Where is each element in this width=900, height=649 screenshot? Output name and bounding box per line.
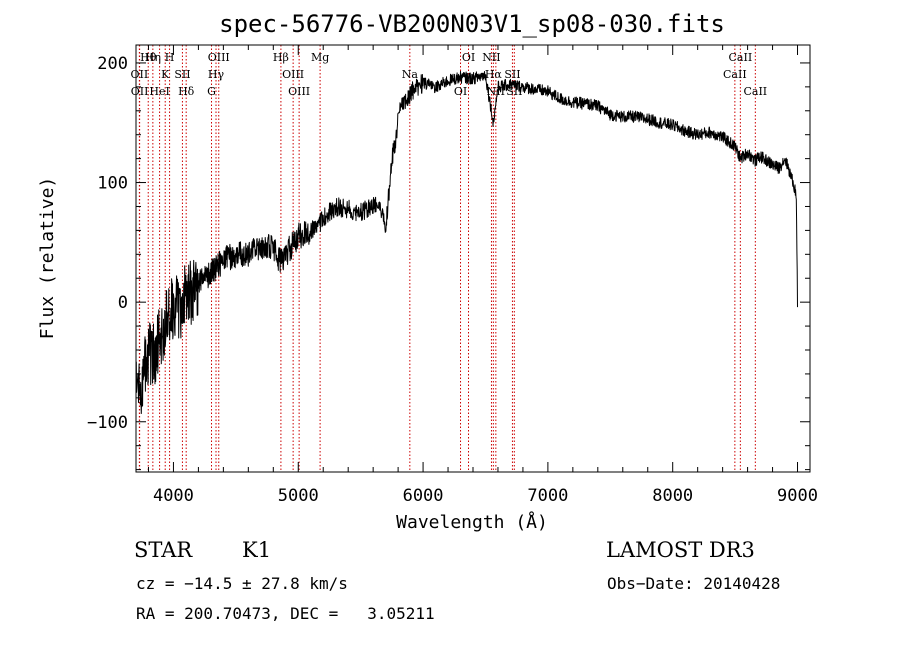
line-marker-label-25: CaII	[723, 68, 747, 81]
axis-ticks-layer: 4000 5000 6000 7000 8000 9000 −100 0 100 200	[87, 45, 818, 506]
obs-date: Obs−Date: 20140428	[607, 574, 781, 593]
line-marker-label-15: Mg	[311, 51, 329, 64]
x-axis-label: Wavelength (Å)	[396, 511, 548, 533]
redshift-line: cz = −14.5 ± 27.8 km/s	[136, 574, 348, 593]
y-tick-label-1: 0	[118, 293, 128, 313]
line-marker-label-22: SII	[504, 68, 520, 81]
line-marker-label-0: Hθ	[140, 51, 157, 64]
line-marker-label-20: NII	[487, 85, 505, 98]
line-marker-label-19: Hα	[485, 68, 503, 81]
object-class: K1	[242, 538, 272, 562]
line-marker-label-7: SII	[174, 68, 190, 81]
x-tick-label-1: 5000	[278, 486, 319, 506]
line-marker-label-3: Hη	[145, 51, 161, 64]
line-marker-label-11: G	[207, 85, 216, 98]
line-marker-label-14: OIII	[288, 85, 310, 98]
x-tick-label-3: 7000	[527, 486, 568, 506]
x-tick-label-2: 6000	[403, 486, 444, 506]
x-tick-label-5: 9000	[777, 486, 818, 506]
line-marker-label-8: Hδ	[178, 85, 195, 98]
line-marker-label-26: CaII	[743, 85, 767, 98]
line-marker-label-17: OI	[454, 85, 467, 98]
line-marker-label-9: OIII	[208, 51, 230, 64]
line-marker-label-4: K	[161, 68, 170, 81]
line-marker-label-6: H	[165, 51, 175, 64]
object-type: STAR	[134, 538, 193, 562]
x-tick-label-0: 4000	[153, 486, 194, 506]
y-tick-label-0: −100	[87, 413, 128, 433]
series-layer	[135, 70, 798, 414]
y-tick-label-3: 200	[97, 54, 128, 74]
line-marker-label-10: Hγ	[208, 68, 225, 81]
line-marker-label-16: Na	[402, 68, 419, 81]
line-marker-label-5: HeI	[149, 85, 169, 98]
line-marker-label-21: NII	[482, 51, 500, 64]
chart-title: spec-56776-VB200N03V1_sp08-030.fits	[219, 10, 725, 38]
line-marker-label-12: Hβ	[273, 51, 289, 64]
line-marker-labels-layer: Hθ OII OII HηK HeI H SII Hδ OIII Hγ G Hβ OIII OIII Mg N…	[131, 51, 768, 98]
ra-dec: RA = 200.70473, DEC = 3.05211	[136, 604, 435, 623]
y-axis-label: Flux (relative)	[37, 177, 58, 340]
line-marker-label-2: OII	[131, 85, 149, 98]
line-marker-label-13: OIII	[282, 68, 304, 81]
line-marker-label-1: OII	[131, 68, 149, 81]
spectrum-line	[135, 70, 798, 414]
line-marker-label-24: CaII	[729, 51, 753, 64]
survey-name: LAMOST DR3	[606, 538, 755, 562]
line-marker-label-23: SII	[506, 85, 522, 98]
line-marker-label-18: OI	[462, 51, 475, 64]
y-tick-label-2: 100	[97, 174, 128, 194]
x-tick-label-4: 8000	[652, 486, 693, 506]
